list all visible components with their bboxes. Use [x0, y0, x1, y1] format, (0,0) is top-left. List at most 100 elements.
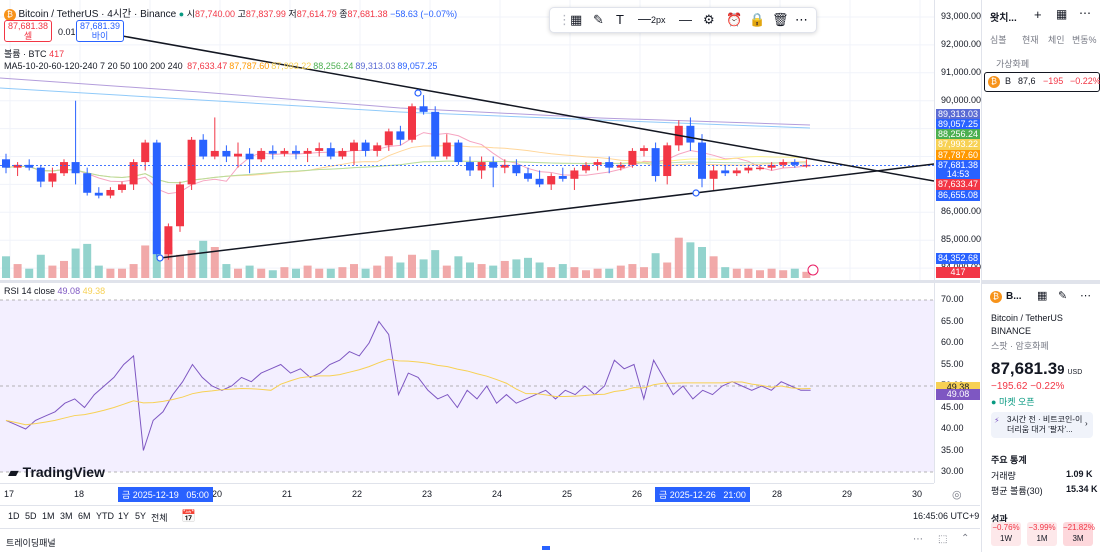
- price-axis-tag[interactable]: 87,993.22: [936, 139, 980, 150]
- edit-icon[interactable]: ✎: [1058, 290, 1068, 302]
- volume-bar: [651, 253, 660, 278]
- watchlist-column-header[interactable]: 심볼: [990, 35, 1007, 45]
- candle: [709, 170, 718, 179]
- candle: [512, 164, 521, 174]
- more-icon[interactable]: ⋯: [1080, 290, 1091, 302]
- volume-bar: [593, 268, 602, 278]
- symbol-title[interactable]: Bitcoin / TetherUS · 4시간 · Binance: [18, 9, 177, 20]
- ma-legend-value: 89,313.03: [355, 61, 396, 71]
- market-status-text: 마켓 오픈: [998, 397, 1035, 407]
- range-button[interactable]: 1Y: [118, 511, 130, 521]
- panel-resize-handle[interactable]: [542, 546, 550, 550]
- price-axis-tag[interactable]: 89,057.25: [936, 119, 980, 130]
- volume-bar: [756, 270, 764, 278]
- rsi-tag[interactable]: 49.08: [936, 388, 980, 400]
- watchlist-title[interactable]: 왓치...: [990, 13, 1017, 24]
- rsi-ma-tag[interactable]: 49.38: [936, 381, 980, 393]
- line-color-icon[interactable]: ✎: [593, 12, 604, 27]
- more-icon[interactable]: ⋯: [795, 12, 808, 27]
- time-axis[interactable]: 17 18 20 21 22 23 24 25 26 28 29 30 금 2025-12-19 05:…: [0, 483, 934, 506]
- trading-panel-label[interactable]: 트레이딩패널: [6, 538, 56, 548]
- candle: [384, 131, 393, 146]
- tradingview-watermark[interactable]: ▰ TradingView: [8, 464, 105, 481]
- pane-separator[interactable]: [0, 280, 980, 283]
- range-button[interactable]: 6M: [78, 511, 91, 521]
- time-axis-highlight[interactable]: 금 2025-12-19 05:00: [118, 487, 213, 502]
- advanced-view-icon[interactable]: ▦: [1056, 7, 1068, 21]
- clock[interactable]: 16:45:06 UTC+9: [913, 511, 980, 521]
- candle: [280, 150, 289, 154]
- price-axis-tag[interactable]: 87,633.47: [936, 179, 980, 190]
- range-button[interactable]: 5D: [25, 511, 37, 521]
- performance-item[interactable]: −21.82% 3M: [1063, 522, 1095, 546]
- detail-type: 스팟 · 암호화폐: [991, 341, 1049, 351]
- scale-settings-icon[interactable]: ◎: [952, 489, 962, 501]
- price-axis-tag[interactable]: 89,313.03: [936, 109, 980, 120]
- watchlist-column-header[interactable]: 현재: [1022, 35, 1039, 45]
- rsi-axis[interactable]: 70.0065.0060.0055.0050.0045.0040.0035.00…: [934, 283, 981, 483]
- price-axis-tag[interactable]: 86,655.08: [936, 190, 980, 201]
- range-button[interactable]: 1D: [8, 511, 20, 521]
- date-range-calendar-icon[interactable]: 📅: [181, 509, 196, 523]
- chart-area[interactable]: ₿ Bitcoin / TetherUS · 4시간 · Binance ● 시…: [0, 0, 981, 506]
- candle: [25, 164, 34, 168]
- ma-legend[interactable]: MA5-10-20-60-120-240 7 20 50 100 200 240…: [4, 61, 437, 71]
- line-width-button[interactable]: —2px: [638, 11, 666, 26]
- price-axis-tag[interactable]: 84,352.68: [936, 253, 980, 264]
- stats-title: 주요 통계: [991, 455, 1027, 465]
- time-axis-highlight[interactable]: 금 2025-12-26 21:00: [655, 487, 750, 502]
- volume-bar: [245, 265, 254, 278]
- range-button[interactable]: YTD: [96, 511, 114, 521]
- detail-name[interactable]: Bitcoin / TetherUS: [991, 313, 1063, 323]
- trading-panel-bar[interactable]: 트레이딩패널 ⋯ ⬚ ⌃: [0, 528, 980, 553]
- detail-symbol[interactable]: B...: [1006, 291, 1022, 302]
- watchlist-section-label[interactable]: 가상화폐: [996, 59, 1030, 69]
- range-button[interactable]: 1M: [42, 511, 55, 521]
- watchlist-row[interactable]: ₿ B 87,6 −195 −0.22%: [984, 72, 1100, 92]
- buy-button[interactable]: 87,681.39 바이: [76, 20, 124, 42]
- drag-handle-icon[interactable]: ⋮: [558, 12, 571, 27]
- sell-button[interactable]: 87,681.38 셀: [4, 20, 52, 42]
- price-axis-tag[interactable]: 14:53: [936, 169, 980, 180]
- price-axis[interactable]: 93,000.00 92,000.00 91,000.00 90,000.00 86,0…: [934, 0, 981, 280]
- price-axis-label: 90,000.00: [941, 95, 982, 105]
- delete-icon[interactable]: 🗑: [772, 12, 789, 27]
- maximize-icon[interactable]: ⬚: [938, 534, 948, 545]
- performance-item[interactable]: −3.99% 1M: [1027, 522, 1057, 546]
- performance-item[interactable]: −0.76% 1W: [991, 522, 1021, 546]
- watchlist-column-header[interactable]: 체인: [1048, 35, 1065, 45]
- ma-line-7: [5, 132, 807, 195]
- volume-bar: [384, 256, 393, 278]
- chevron-up-icon[interactable]: ⌃: [961, 533, 970, 544]
- rsi-pane[interactable]: [0, 283, 934, 483]
- rsi-legend[interactable]: RSI 14 close 49.08 49.38: [4, 286, 105, 296]
- range-button[interactable]: 5Y: [135, 511, 147, 521]
- layout-icon[interactable]: ▦: [1037, 290, 1048, 302]
- more-icon[interactable]: ⋯: [913, 534, 923, 545]
- settings-icon[interactable]: ⚙: [703, 12, 715, 27]
- volume-legend[interactable]: 볼륨 · BTC 417: [4, 47, 64, 60]
- volume-bar: [558, 264, 567, 278]
- main-chart-pane[interactable]: [0, 0, 934, 280]
- ma-line-100: [5, 160, 807, 184]
- range-button[interactable]: 3M: [60, 511, 73, 521]
- line-style-icon[interactable]: —: [679, 12, 692, 27]
- range-button[interactable]: 전체: [151, 513, 168, 523]
- watchlist-column-header[interactable]: 변동%: [1072, 35, 1097, 45]
- add-symbol-icon[interactable]: +: [1034, 7, 1042, 22]
- template-icon[interactable]: ▦: [570, 12, 583, 27]
- news-item[interactable]: ⚡ 3시간 전 · 비트코인-이더리움 대거 '팔자'... ›: [991, 412, 1093, 438]
- performance-period: 1W: [1000, 534, 1012, 543]
- price-axis-tag[interactable]: 88,256.24: [936, 129, 980, 140]
- price-axis-tag[interactable]: 87,681.38: [936, 160, 980, 171]
- market-status: ● 마켓 오픈: [991, 395, 1035, 408]
- price-axis-tag[interactable]: 87,787.60: [936, 150, 980, 161]
- lock-icon[interactable]: 🔒: [749, 12, 766, 27]
- volume-bar: [280, 267, 289, 278]
- more-icon[interactable]: ⋯: [1079, 6, 1091, 20]
- volume-bar: [176, 254, 184, 278]
- price-axis-tag[interactable]: 417: [936, 267, 980, 278]
- text-color-icon[interactable]: T: [616, 12, 624, 27]
- alert-icon[interactable]: ⏰: [726, 12, 743, 27]
- drawing-toolbar[interactable]: ⋮ ▦ ✎ T —2px — ⚙ ⏰ 🔒 🗑 ⋯: [549, 7, 817, 33]
